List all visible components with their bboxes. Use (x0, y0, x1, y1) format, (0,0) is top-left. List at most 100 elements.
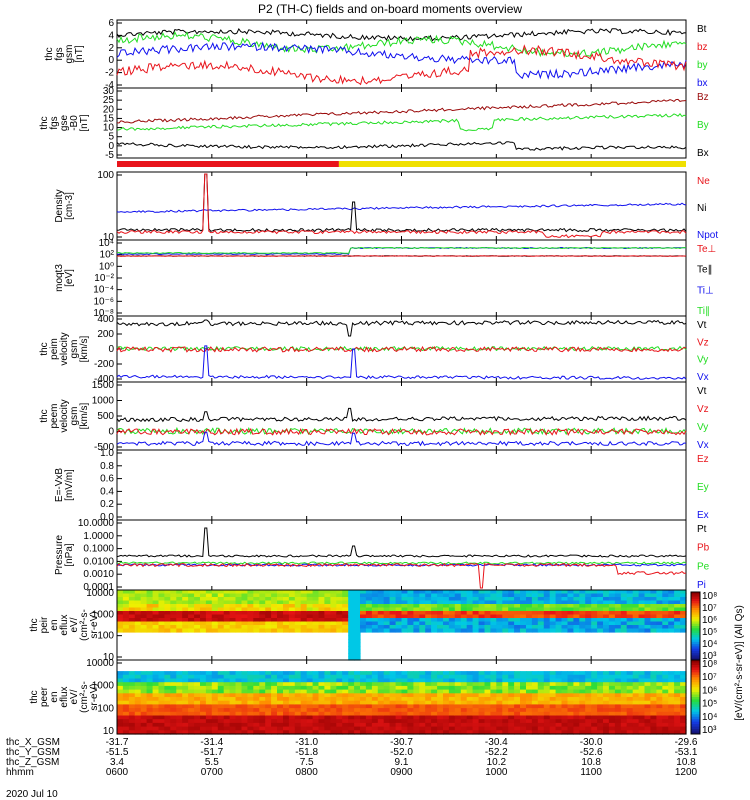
spectro-cell (656, 726, 663, 731)
spectro-cell (656, 711, 663, 717)
spectro-cell (182, 711, 189, 717)
spectro-cell (460, 726, 468, 731)
spectro-cell (466, 711, 474, 717)
footer-value: 0700 (201, 767, 224, 778)
spectro-cell (425, 625, 432, 630)
spectro-cell (638, 704, 646, 709)
spectro-cell (591, 628, 598, 633)
spectro-cell (152, 607, 160, 612)
spectro-cell (526, 708, 533, 713)
spectro-cell (395, 671, 403, 676)
spectro-cell (656, 590, 663, 595)
spectro-cell (389, 674, 397, 680)
spectro-cell (146, 693, 154, 698)
spectro-cell (265, 700, 272, 705)
spectro-cell (348, 682, 355, 687)
spectro-cell (241, 726, 248, 731)
footer-value: -30.7 (390, 737, 413, 748)
spectro-cell (662, 628, 669, 633)
spectro-cell (389, 704, 397, 709)
spectro-cell (431, 708, 438, 713)
spectro-cell (520, 722, 527, 728)
spectro-cell (567, 726, 574, 731)
spectro-cell (348, 642, 355, 647)
spectro-cell (200, 600, 207, 605)
colorbar: 10⁸10⁷10⁶10⁵10⁴10³10⁸10⁷10⁶10⁵10⁴10³[eV/… (690, 591, 745, 736)
spectro-cell (229, 607, 237, 612)
footer-row-label: thc_X_GSM (6, 737, 60, 748)
spectro-cell (680, 730, 687, 735)
spectro-cell (354, 726, 361, 731)
spectro-cell (365, 730, 373, 735)
spectro-cell (508, 719, 515, 724)
spectro-cell (555, 590, 563, 595)
spectro-cell (146, 700, 154, 705)
spectro-cell (561, 625, 568, 630)
spectro-cell (603, 625, 610, 630)
spectro-cell (591, 674, 598, 680)
spectro-cell (526, 614, 533, 619)
spectro-cell (425, 700, 432, 705)
spectro-cell (211, 730, 219, 735)
spectro-cell (591, 700, 598, 705)
spectro-cell (614, 678, 622, 683)
spectro-cell (407, 678, 414, 683)
y-axis-label-line: [nT] (74, 45, 85, 62)
spectro-cell (306, 719, 314, 724)
spectro-cell (520, 600, 527, 605)
footer-value: -52.6 (580, 747, 603, 758)
spectro-cell (567, 700, 574, 705)
spectro-cell (413, 625, 420, 630)
spectro-cell (383, 590, 391, 595)
spectro-cell (674, 604, 681, 609)
spectro-cell (644, 730, 651, 735)
spectro-cell (674, 722, 681, 728)
spectro-cell (668, 611, 675, 616)
spectro-cell (626, 689, 634, 694)
spectro-cell (549, 607, 557, 612)
series-Vx (116, 345, 687, 380)
spectro-cell (324, 704, 331, 709)
spectro-cell (348, 671, 355, 676)
spectro-cell (205, 628, 213, 633)
spectro-cell (431, 678, 438, 683)
spectro-cell (324, 722, 331, 728)
spectro-cell (164, 678, 171, 683)
spectro-cell (603, 708, 610, 713)
spectro-cell (324, 614, 331, 619)
spectro-cell (389, 611, 397, 616)
spectro-cell (502, 678, 509, 683)
spectro-cell (531, 621, 539, 626)
spectro-cell (614, 697, 622, 702)
spectro-cell (448, 674, 456, 680)
spectro-cell (490, 730, 497, 735)
spectro-cell (288, 719, 296, 724)
spectro-cell (597, 674, 604, 680)
spectro-cell (638, 607, 646, 612)
spectro-cell (460, 593, 468, 598)
spectro-cell (330, 704, 337, 709)
spectro-cell (253, 671, 260, 676)
legend-Pi: Pi (697, 580, 706, 591)
spectro-cell (200, 711, 207, 717)
spectro-cell (336, 685, 343, 691)
spectro-cell (194, 611, 201, 616)
spectro-cell (318, 593, 325, 598)
spectro-cell (585, 625, 592, 630)
spectro-cell (567, 711, 574, 717)
spectro-cell (460, 604, 468, 609)
spectro-cell (674, 625, 681, 630)
spectro-cell (656, 697, 663, 702)
spectro-cell (395, 708, 403, 713)
spectro-cell (164, 614, 171, 619)
spectro-cell (342, 593, 349, 598)
spectro-cell (638, 614, 646, 619)
spectro-cell (158, 708, 165, 713)
spectro-cell (650, 708, 657, 713)
spectro-cell (336, 715, 343, 720)
spectro-cell (608, 593, 616, 598)
spectro-cell (620, 674, 628, 680)
spectro-cell (188, 697, 195, 702)
spectro-cell (134, 730, 142, 735)
spectro-cell (549, 726, 557, 731)
